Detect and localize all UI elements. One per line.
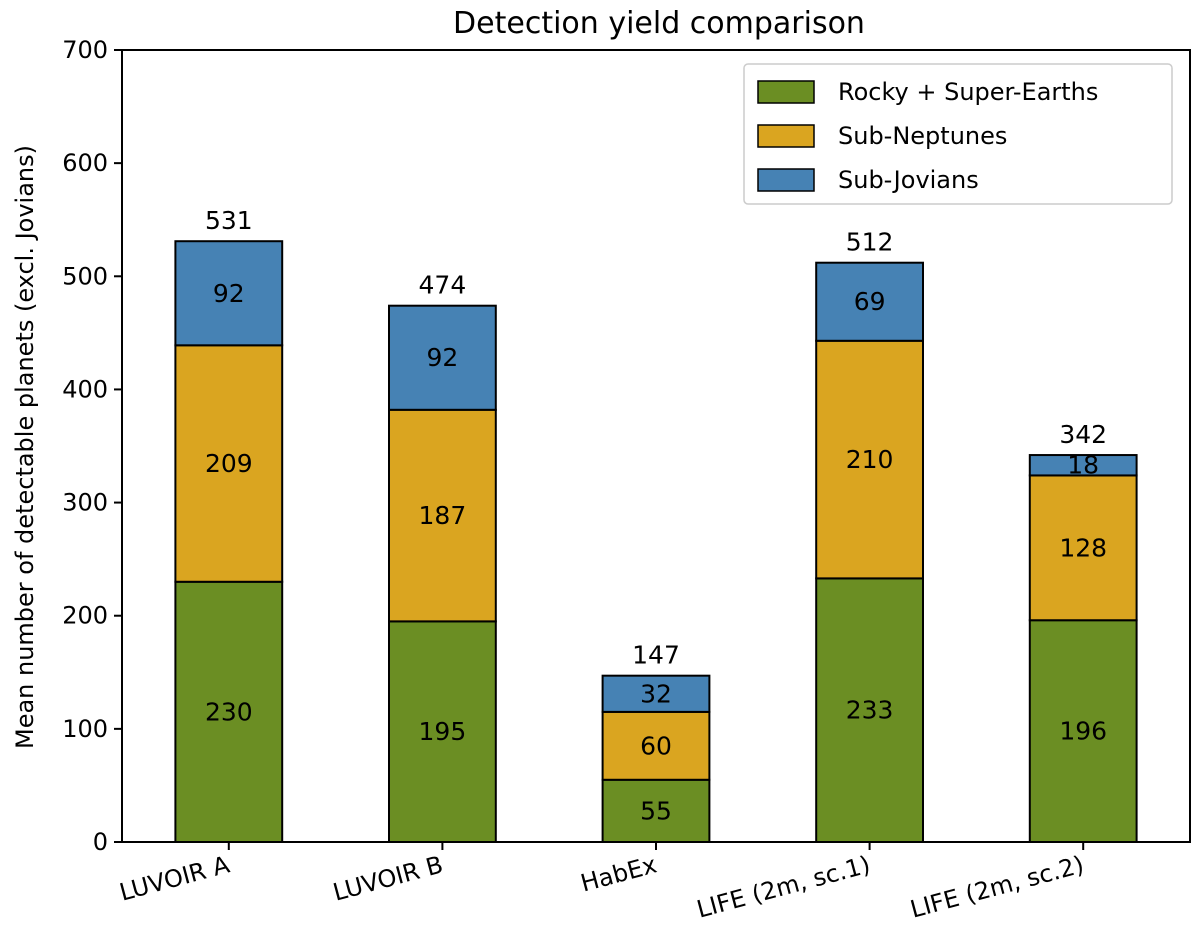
- x-tick-label: LUVOIR B: [330, 850, 446, 906]
- x-tick-label: LIFE (2m, sc.1): [694, 850, 873, 923]
- bar-segment: [815, 577, 925, 843]
- bar-total-label: 531: [205, 206, 253, 235]
- legend-label: Sub-Jovians: [838, 166, 979, 194]
- y-tick-label: 600: [62, 149, 108, 177]
- bar-segment-label: 209: [205, 449, 253, 478]
- bar-segment-label: 196: [1059, 717, 1107, 746]
- bar-segment: [388, 304, 497, 411]
- bar-segment: [1028, 619, 1138, 843]
- bar-total-label: 474: [419, 271, 467, 300]
- bar-segment-label: 195: [419, 717, 467, 746]
- legend-label: Rocky + Super-Earths: [838, 78, 1098, 106]
- bar-segment: [388, 408, 497, 623]
- bar-segment-label: 230: [205, 697, 253, 726]
- bar-segment: [601, 674, 711, 713]
- bar-segment-label: 32: [640, 679, 672, 708]
- bar-segment-label: 60: [640, 731, 672, 760]
- bar-total-label: 147: [632, 641, 680, 670]
- bar-segment-label: 18: [1067, 451, 1099, 480]
- x-tick-label: LUVOIR A: [117, 850, 233, 906]
- bar-segment-label: 187: [419, 501, 467, 530]
- bar-segment: [815, 261, 925, 342]
- bar-segment-label: 233: [846, 696, 894, 725]
- y-tick-label: 300: [62, 489, 108, 517]
- bar-total-label: 512: [846, 228, 894, 257]
- y-tick-label: 700: [62, 36, 108, 64]
- bar-segment-label: 55: [640, 796, 672, 825]
- plot-area: 230 209 92 531 195 187 92 474 55 60 32 147 233 210 69 5…: [62, 36, 1191, 924]
- bar-segment: [174, 580, 284, 843]
- y-tick-label: 400: [62, 375, 108, 403]
- bar-segment: [1028, 454, 1138, 477]
- y-tick-label: 0: [93, 828, 108, 856]
- bar-total-label: 342: [1059, 420, 1107, 449]
- y-tick-label: 100: [62, 715, 108, 743]
- legend-swatch: [757, 80, 815, 104]
- y-tick-label: 500: [62, 262, 108, 290]
- legend: Rocky + Super-Earths Sub-Neptunes Sub-Jovi…: [743, 63, 1173, 205]
- bar-segment: [601, 710, 711, 781]
- legend-swatch: [757, 168, 815, 192]
- legend-frame: [743, 63, 1173, 205]
- bar-segment-label: 210: [846, 445, 894, 474]
- bar-segment: [815, 339, 925, 580]
- y-axis-label: Mean number of detectable planets (excl.…: [11, 145, 39, 749]
- bar-segment-label: 69: [854, 287, 886, 316]
- bar-segment: [174, 240, 284, 347]
- bar-segment: [601, 778, 711, 843]
- bar-segment: [1028, 474, 1138, 622]
- legend-swatch: [757, 124, 815, 148]
- bar-segment-label: 128: [1059, 533, 1107, 562]
- x-tick-label: LIFE (2m, sc.2): [907, 850, 1086, 923]
- bar-segment-label: 92: [213, 279, 245, 308]
- legend-label: Sub-Neptunes: [838, 122, 1007, 150]
- x-tick-label: HabEx: [578, 850, 660, 897]
- chart-title: Detection yield comparison: [453, 6, 865, 41]
- y-tick-label: 200: [62, 602, 108, 630]
- bar-segment-label: 92: [426, 343, 458, 372]
